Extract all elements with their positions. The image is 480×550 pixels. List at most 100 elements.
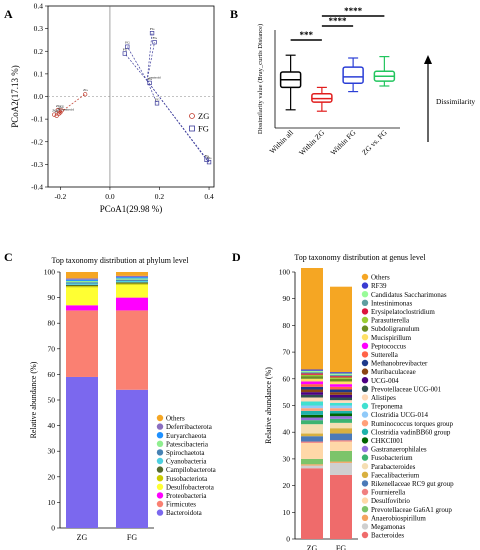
- legend-label: Desulfobacterota: [166, 483, 215, 491]
- legend-label: Mucispirillum: [371, 334, 412, 342]
- legend-marker: [361, 531, 369, 539]
- y-tick-label: 30: [283, 454, 291, 463]
- bar-segment: [116, 272, 148, 276]
- legend-label: Fusobacteriota: [166, 475, 208, 483]
- legend-label: Prevotellaceae UCG-001: [371, 385, 442, 393]
- bar-segment: [330, 428, 352, 434]
- legend-label: Megamonas: [371, 523, 405, 531]
- bar-segment: [301, 433, 323, 437]
- x-axis-label: PCoA1(29.98 %): [100, 204, 163, 214]
- x-tick-label: 0.0: [105, 192, 115, 201]
- legend-label: Anaerobiospirillum: [371, 514, 426, 522]
- y-tick-label: 100: [44, 268, 56, 277]
- legend-marker: [156, 466, 164, 473]
- bar-segment: [301, 420, 323, 425]
- bar-segment: [301, 394, 323, 398]
- legend-zg-label: ZG: [198, 111, 209, 121]
- legend-marker: [361, 463, 369, 470]
- legend-label: Parasutterella: [371, 317, 410, 325]
- y-tick-label: 90: [283, 294, 291, 303]
- fg-point: [125, 44, 130, 49]
- bar-segment: [301, 384, 323, 387]
- y-tick-label: 90: [48, 293, 56, 302]
- y-tick-label: -0.1: [31, 115, 43, 124]
- legend-marker: [361, 394, 369, 401]
- legend-label: Faecalibacterium: [371, 471, 420, 479]
- genus-stacked-bar: Top taxonomy distribution at genus level…: [264, 253, 454, 550]
- bar-segment: [330, 373, 352, 375]
- bar-segment: [66, 287, 98, 306]
- legend-marker: [361, 377, 369, 384]
- y-tick-label: -0.4: [31, 183, 43, 192]
- legend-marker: [361, 316, 369, 324]
- zg-point: [83, 92, 88, 97]
- legend-label: Bacteroides: [371, 532, 404, 540]
- y-tick-label: -0.3: [31, 160, 43, 169]
- fg-point: [122, 51, 127, 56]
- legend-label: Erysipelatoclostridium: [371, 308, 435, 316]
- bar-segment: [116, 284, 148, 298]
- legend-marker: [156, 500, 164, 508]
- y-tick-label: 100: [279, 268, 291, 277]
- y-tick-label: 20: [48, 472, 56, 481]
- bar-segment: [66, 278, 98, 280]
- box: [342, 66, 364, 84]
- legend-marker: [361, 488, 369, 496]
- legend-marker: [361, 299, 369, 306]
- bar-segment: [301, 374, 323, 377]
- dissimilarity-boxplot: Dissimilarity value (Bray_curtis Distanc…: [257, 6, 475, 157]
- bar-segment: [330, 378, 352, 382]
- centroid-label: centroid: [62, 107, 74, 111]
- bar-segment: [330, 416, 352, 419]
- y-tick-label: 10: [48, 498, 56, 507]
- legend-marker: [361, 523, 369, 530]
- zg-point: [52, 112, 57, 117]
- bar-segment: [66, 283, 98, 285]
- category-label: ZG vs. FG: [360, 128, 389, 157]
- bar-segment: [301, 373, 323, 375]
- y-axis-label: Dissimilarity value (Bray_curtis Distanc…: [257, 24, 264, 134]
- bar-segment: [330, 408, 352, 411]
- point-label: FG: [155, 97, 160, 101]
- dissimilarity-arrow-head: [424, 55, 432, 64]
- legend-label: Prevotellaceae Ga6A1 group: [371, 506, 452, 514]
- centroid-label: centroid: [149, 76, 161, 80]
- bar-segment: [301, 465, 323, 469]
- point-label: FG: [123, 48, 128, 52]
- legend-label: Candidatus Saccharimonas: [371, 291, 447, 299]
- bar-segment: [116, 280, 148, 283]
- bar-segment: [330, 400, 352, 403]
- legend-marker: [156, 492, 164, 499]
- bar-segment: [330, 474, 352, 539]
- legend-label: Rikenellaceae RC9 gut group: [371, 480, 454, 488]
- bar-segment: [66, 305, 98, 311]
- bar-segment: [301, 424, 323, 434]
- spider-line: [126, 46, 148, 81]
- point-label: FG: [207, 156, 212, 160]
- legend-marker: [361, 385, 369, 392]
- bar-segment: [330, 394, 352, 398]
- bar-segment: [116, 277, 148, 279]
- y-tick-label: 0.2: [34, 47, 44, 56]
- category-label: ZG: [77, 533, 88, 542]
- fg-point: [147, 80, 152, 86]
- bar-segment: [66, 310, 98, 377]
- bar-segment: [66, 286, 98, 288]
- fg-point: [206, 159, 212, 165]
- bar-segment: [330, 461, 352, 463]
- spider-line: [146, 42, 155, 81]
- bar-segment: [330, 441, 352, 451]
- point-label: ZG: [83, 88, 88, 92]
- y-tick-label: 50: [283, 401, 291, 410]
- y-tick-label: 30: [48, 447, 56, 456]
- y-tick-label: 20: [283, 481, 291, 490]
- y-tick-label: 0.3: [34, 24, 44, 33]
- legend-label: Euryarchaeota: [166, 432, 207, 440]
- legend-label: Subdoligranulum: [371, 325, 420, 333]
- legend-label: Treponema: [371, 403, 404, 411]
- fg-point: [204, 157, 209, 163]
- bar-segment: [330, 450, 352, 462]
- legend-marker: [361, 506, 369, 513]
- y-axis-label: Relative abundance (%): [29, 361, 38, 438]
- legend-label: CHKCI001: [371, 437, 404, 445]
